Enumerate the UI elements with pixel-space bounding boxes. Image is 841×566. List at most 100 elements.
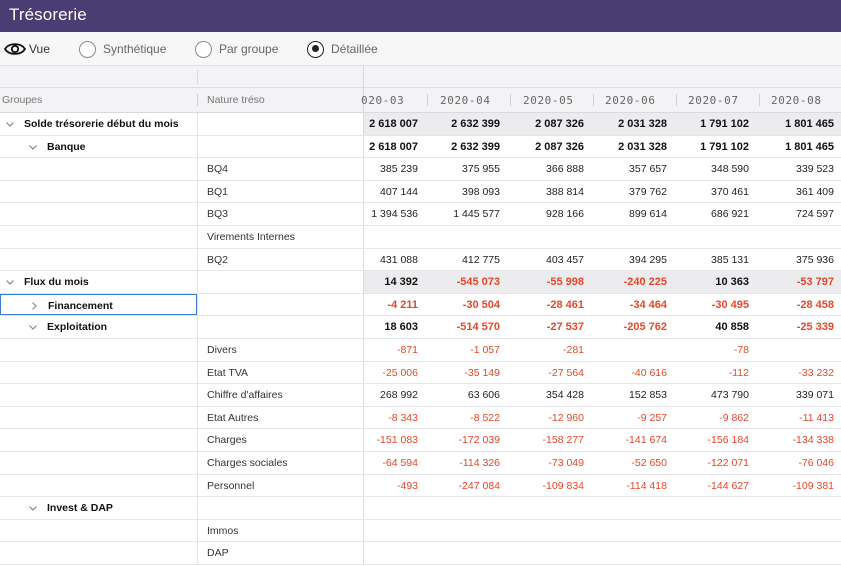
value-cell[interactable]: 375 936 bbox=[796, 253, 834, 266]
column-divider[interactable] bbox=[427, 94, 428, 106]
nature-cell[interactable]: BQ4 bbox=[197, 158, 363, 180]
nature-cell[interactable]: DAP bbox=[197, 542, 363, 564]
value-cell[interactable]: -114 326 bbox=[459, 456, 500, 469]
column-header-groupes[interactable]: Groupes bbox=[2, 94, 43, 106]
value-cell[interactable]: -78 bbox=[733, 343, 749, 356]
radio-circle[interactable] bbox=[195, 40, 212, 58]
nature-cell[interactable] bbox=[197, 293, 363, 316]
value-cell[interactable]: 431 088 bbox=[380, 253, 418, 266]
column-header-date[interactable]: 020-03 bbox=[361, 94, 405, 107]
value-cell[interactable]: 398 093 bbox=[462, 185, 500, 198]
value-cell[interactable]: 40 858 bbox=[715, 321, 749, 334]
table-row[interactable]: BQ1 407 144 398 093 388 814 379 762 370 461 36… bbox=[0, 180, 841, 204]
value-cell[interactable]: 2 618 007 bbox=[369, 118, 418, 130]
table-row[interactable]: Banque 2 618 007 2 632 399 2 087 326 2 031 3… bbox=[0, 135, 841, 159]
group-cell[interactable] bbox=[0, 452, 197, 474]
value-cell[interactable]: -545 073 bbox=[456, 276, 500, 289]
value-cell[interactable]: 2 087 326 bbox=[535, 118, 584, 130]
value-cell[interactable]: 375 955 bbox=[462, 163, 500, 176]
group-cell[interactable] bbox=[0, 158, 197, 180]
value-cell[interactable]: 10 363 bbox=[715, 276, 749, 289]
column-divider[interactable] bbox=[197, 94, 198, 106]
table-row[interactable]: Divers -871 -1 057 -281 -78 bbox=[0, 338, 841, 362]
value-cell[interactable]: 899 614 bbox=[629, 208, 667, 221]
value-cell[interactable]: -240 225 bbox=[623, 276, 667, 289]
value-cell[interactable]: -52 650 bbox=[631, 456, 667, 469]
chevron-down-icon[interactable] bbox=[28, 142, 38, 152]
value-cell[interactable]: -109 834 bbox=[542, 479, 584, 492]
value-cell[interactable]: -11 413 bbox=[799, 411, 834, 424]
value-cell[interactable]: -27 564 bbox=[548, 366, 584, 379]
value-cell[interactable]: -144 627 bbox=[707, 479, 749, 492]
value-cell[interactable]: 385 239 bbox=[380, 163, 418, 176]
value-cell[interactable]: -112 bbox=[728, 366, 749, 379]
value-cell[interactable]: 928 166 bbox=[546, 208, 584, 221]
group-cell[interactable] bbox=[0, 181, 197, 203]
chevron-down-icon[interactable] bbox=[5, 119, 15, 129]
value-cell[interactable]: -158 277 bbox=[542, 434, 584, 447]
column-header-date[interactable]: 2020-08 bbox=[771, 94, 822, 107]
group-cell[interactable] bbox=[0, 542, 197, 564]
nature-cell[interactable]: Charges bbox=[197, 429, 363, 451]
group-cell[interactable] bbox=[0, 249, 197, 271]
value-cell[interactable]: -27 537 bbox=[546, 321, 584, 334]
value-cell[interactable]: -9 257 bbox=[637, 411, 667, 424]
column-divider[interactable] bbox=[510, 94, 511, 106]
table-row[interactable]: Immos bbox=[0, 519, 841, 543]
value-cell[interactable]: -76 046 bbox=[798, 456, 834, 469]
column-divider[interactable] bbox=[593, 94, 594, 106]
value-cell[interactable]: -134 338 bbox=[792, 434, 834, 447]
nature-cell[interactable]: Personnel bbox=[197, 474, 363, 497]
value-cell[interactable]: -25 339 bbox=[796, 321, 834, 334]
value-cell[interactable]: -247 084 bbox=[458, 479, 500, 492]
value-cell[interactable]: -4 211 bbox=[387, 298, 418, 311]
table-row[interactable]: Charges sociales -64 594 -114 326 -73 049 -5… bbox=[0, 451, 841, 475]
value-cell[interactable]: 339 523 bbox=[796, 163, 834, 176]
value-cell[interactable]: -109 381 bbox=[792, 479, 834, 492]
radio-par-groupe[interactable]: Par groupe bbox=[195, 40, 278, 58]
value-cell[interactable]: 18 603 bbox=[384, 321, 418, 334]
group-cell[interactable] bbox=[0, 339, 197, 361]
value-cell[interactable]: 1 801 465 bbox=[785, 140, 834, 153]
nature-cell[interactable]: Etat TVA bbox=[197, 361, 363, 384]
value-cell[interactable]: 388 814 bbox=[546, 185, 584, 198]
value-cell[interactable]: -281 bbox=[562, 343, 584, 356]
table-row[interactable]: Flux du mois 14 392 -545 073 -55 998 -240 22… bbox=[0, 271, 841, 294]
value-cell[interactable]: -34 464 bbox=[629, 298, 667, 311]
table-row[interactable]: BQ3 1 394 536 1 445 577 928 166 899 614 686 9… bbox=[0, 203, 841, 226]
value-cell[interactable]: -9 862 bbox=[719, 411, 749, 424]
nature-cell[interactable] bbox=[197, 271, 363, 293]
value-cell[interactable]: 412 775 bbox=[462, 253, 500, 266]
value-cell[interactable]: 2 618 007 bbox=[369, 140, 418, 153]
radio-circle-selected[interactable] bbox=[307, 40, 324, 58]
value-cell[interactable]: -172 039 bbox=[458, 434, 500, 447]
value-cell[interactable]: 354 428 bbox=[546, 389, 584, 402]
value-cell[interactable]: 379 762 bbox=[629, 185, 667, 198]
table-row[interactable]: Etat TVA -25 006 -35 149 -27 564 -40 616 -112… bbox=[0, 361, 841, 385]
value-cell[interactable]: -53 797 bbox=[796, 276, 834, 289]
value-cell[interactable]: -493 bbox=[396, 479, 418, 492]
value-cell[interactable]: 1 394 536 bbox=[371, 208, 418, 221]
radio-synthetique[interactable]: Synthétique bbox=[79, 40, 166, 58]
table-row[interactable]: Etat Autres -8 343 -8 522 -12 960 -9 257 -9 8… bbox=[0, 406, 841, 430]
nature-cell[interactable]: Virements Internes bbox=[197, 225, 363, 248]
table-row[interactable]: Charges -151 083 -172 039 -158 277 -141 674 -… bbox=[0, 429, 841, 452]
value-cell[interactable]: -122 071 bbox=[707, 456, 749, 469]
value-cell[interactable]: 403 457 bbox=[546, 253, 584, 266]
group-cell[interactable]: Invest & DAP bbox=[0, 497, 197, 519]
group-cell[interactable]: Solde trésorerie début du mois bbox=[0, 113, 197, 135]
group-cell[interactable] bbox=[0, 203, 197, 225]
value-cell[interactable]: 63 606 bbox=[467, 389, 500, 402]
group-cell[interactable]: Flux du mois bbox=[0, 271, 197, 293]
nature-cell[interactable] bbox=[197, 316, 363, 338]
chevron-down-icon[interactable] bbox=[28, 503, 38, 513]
group-cell[interactable] bbox=[0, 226, 197, 248]
table-row[interactable]: BQ4 385 239 375 955 366 888 357 657 348 590 33… bbox=[0, 158, 841, 181]
value-cell[interactable]: 686 921 bbox=[711, 208, 749, 221]
nature-cell[interactable]: Chiffre d'affaires bbox=[197, 384, 363, 406]
group-cell[interactable] bbox=[0, 520, 197, 542]
value-cell[interactable]: -28 458 bbox=[796, 298, 834, 311]
column-divider[interactable] bbox=[676, 94, 677, 106]
column-header-date[interactable]: 2020-05 bbox=[523, 94, 574, 107]
radio-detaillee[interactable]: Détaillée bbox=[307, 40, 378, 58]
